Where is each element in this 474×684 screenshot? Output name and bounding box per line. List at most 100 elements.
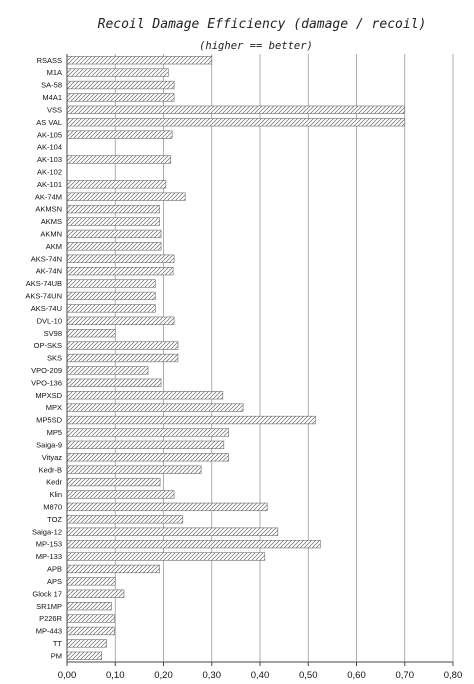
category-label: MPXSD: [35, 391, 62, 400]
category-label: AK-101: [37, 180, 62, 189]
bar: [66, 440, 225, 450]
bar: [66, 68, 169, 77]
bar: [66, 651, 103, 660]
bar: [66, 403, 244, 412]
bar: [66, 93, 175, 102]
category-label: SKS: [47, 354, 62, 363]
category-label: AK-74N: [36, 267, 62, 276]
category-label: MP-133: [36, 552, 62, 561]
bar: [66, 602, 112, 611]
x-tick-label: 0,70: [396, 670, 415, 681]
bar: [66, 415, 316, 425]
bar: [66, 105, 406, 114]
category-label: AK-104: [37, 143, 62, 152]
category-label: AKMN: [40, 230, 62, 239]
x-tick-label: 0,50: [299, 670, 318, 681]
x-tick-label: 0,00: [58, 670, 77, 681]
x-tick-label: 0,60: [347, 670, 366, 681]
bar: [66, 465, 202, 474]
chart-subtitle: (higher == better): [199, 40, 313, 52]
bar: [66, 80, 175, 90]
bar: [66, 378, 162, 387]
category-label: Saiga-9: [36, 440, 62, 449]
category-label: M4A1: [42, 93, 62, 102]
bar: [66, 564, 160, 574]
bar: [66, 539, 321, 549]
category-label: MP5SD: [36, 416, 62, 425]
bars: [66, 56, 406, 660]
category-label: MP5: [47, 428, 62, 437]
bar: [66, 353, 179, 363]
bar: [66, 266, 174, 276]
bar: [66, 304, 156, 313]
bar: [66, 329, 116, 338]
bar: [66, 490, 175, 499]
category-label: Vityaz: [42, 453, 63, 462]
category-label: VPO-209: [31, 366, 62, 375]
category-label: AK-74M: [35, 192, 62, 201]
bar: [66, 639, 107, 648]
bar: [66, 204, 160, 214]
category-label: Kedr: [46, 478, 62, 487]
category-label: SV98: [44, 329, 62, 338]
category-label: MP-443: [36, 627, 62, 636]
category-label: TT: [53, 639, 63, 648]
bar: [66, 217, 160, 226]
category-label: AKMSN: [35, 205, 62, 214]
bar: [66, 626, 115, 636]
x-tick-labels: 0,00 0,10 0,20 0,30 0,40 0,50 0,60 0,70 0,80: [58, 662, 463, 681]
category-label: Glock 17: [32, 589, 62, 598]
category-label: Kedr-B: [39, 465, 62, 474]
x-tick-label: 0,30: [203, 670, 222, 681]
category-label: MP-153: [36, 540, 62, 549]
bar: [66, 515, 184, 524]
category-label: OP-SKS: [34, 341, 62, 350]
bar: [66, 291, 156, 301]
x-tick-label: 0,40: [251, 670, 270, 681]
bar: [66, 428, 229, 437]
bar: [66, 341, 179, 350]
bar: [66, 366, 149, 375]
category-label: M1A: [47, 68, 62, 77]
category-label: AK-105: [37, 130, 62, 139]
bar: [66, 254, 175, 263]
x-tick-label: 0,20: [154, 670, 173, 681]
bar: [66, 527, 279, 536]
category-label: AKM: [46, 242, 62, 251]
bar: [66, 477, 161, 487]
bar: [66, 589, 125, 598]
category-label: APS: [47, 577, 62, 586]
category-label: RSASS: [37, 56, 62, 65]
category-label: AKMS: [41, 217, 62, 226]
bar: [66, 229, 162, 239]
category-label: DVL-10: [37, 316, 62, 325]
bar: [66, 155, 172, 164]
category-label: MPX: [46, 403, 62, 412]
category-label: TOZ: [47, 515, 62, 524]
bar: [66, 279, 156, 288]
bar: [66, 242, 162, 251]
bar: [66, 552, 266, 561]
bar: [66, 391, 224, 400]
category-label: PM: [51, 651, 62, 660]
category-labels: RSASS M1A SA-58 M4A1 VSS AS VAL AK-105 AK-104 AK…: [25, 56, 62, 661]
x-tick-label: 0,10: [106, 670, 125, 681]
category-label: AKS-74N: [31, 254, 62, 263]
x-tick-label: 0,80: [444, 670, 463, 681]
bar: [66, 453, 229, 462]
category-label: APB: [47, 565, 62, 574]
bar: [66, 180, 167, 189]
category-label: VSS: [47, 105, 62, 114]
category-label: Saiga-12: [32, 527, 62, 536]
category-label: AS VAL: [36, 118, 62, 127]
bar: [66, 130, 173, 139]
category-label: AKS-74UN: [25, 292, 62, 301]
category-label: AKS-74U: [31, 304, 62, 313]
bar: [66, 614, 115, 623]
category-label: Klin: [49, 490, 62, 499]
category-label: SR1MP: [36, 602, 62, 611]
category-label: M870: [43, 502, 62, 511]
chart-title: Recoil Damage Efficiency (damage / recoi…: [98, 17, 427, 32]
category-label: AK-103: [37, 155, 62, 164]
